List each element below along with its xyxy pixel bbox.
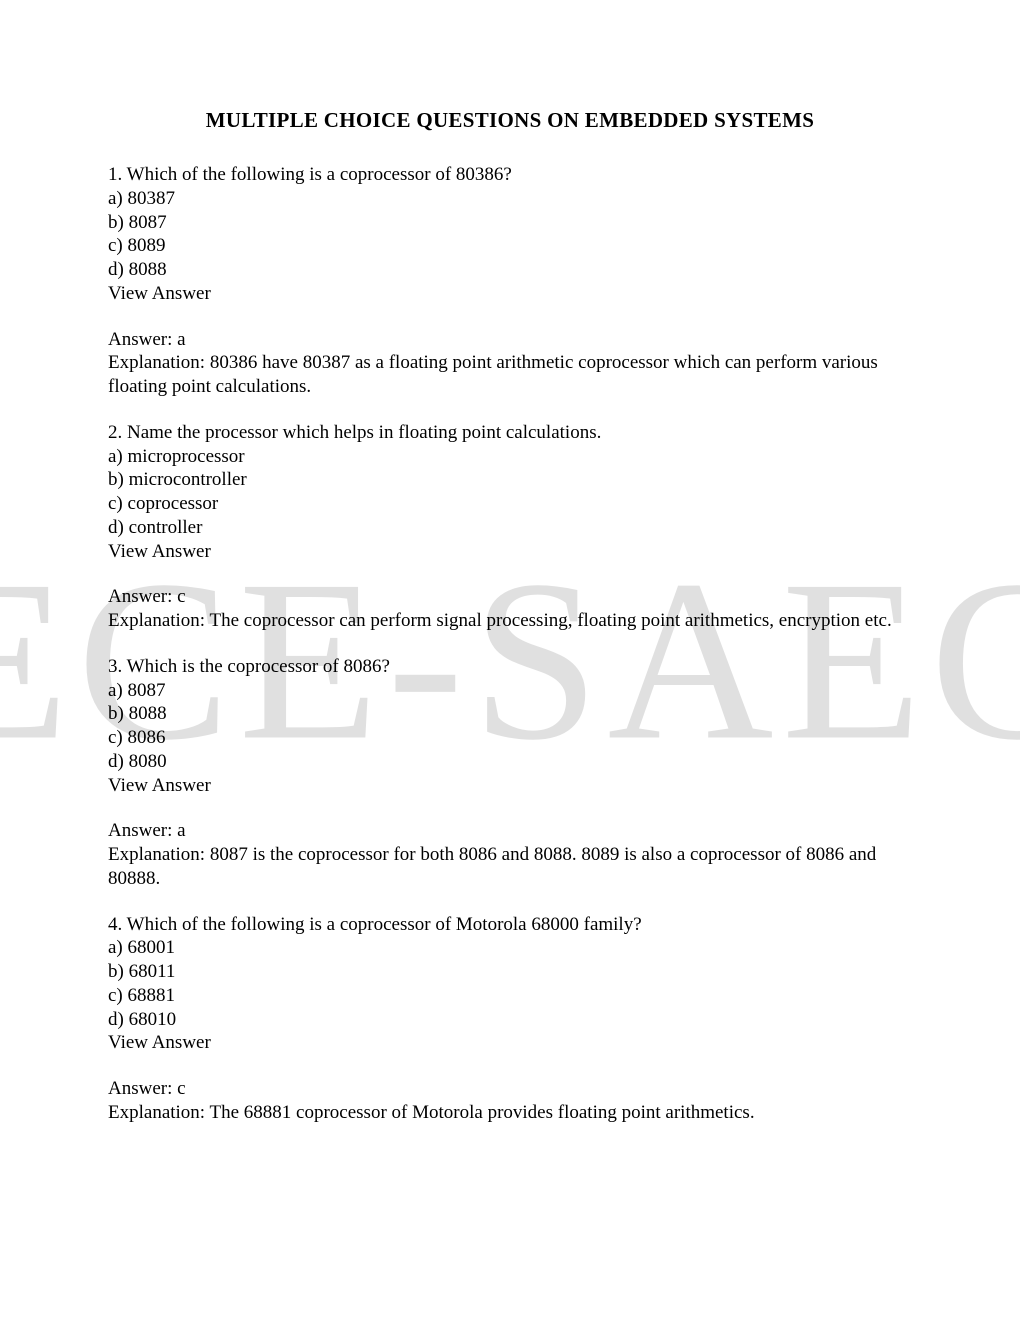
explanation-text: Explanation: 80386 have 80387 as a float… [108, 351, 912, 399]
option-d: d) 68010 [108, 1008, 912, 1032]
explanation-text: Explanation: 8087 is the coprocessor for… [108, 843, 912, 891]
answer-block-3: Answer: a Explanation: 8087 is the copro… [108, 819, 912, 890]
view-answer-link[interactable]: View Answer [108, 540, 912, 564]
answer-text: Answer: a [108, 328, 912, 352]
question-block-2: 2. Name the processor which helps in flo… [108, 421, 912, 564]
answer-block-2: Answer: c Explanation: The coprocessor c… [108, 585, 912, 633]
answer-text: Answer: c [108, 585, 912, 609]
answer-text: Answer: a [108, 819, 912, 843]
view-answer-link[interactable]: View Answer [108, 774, 912, 798]
option-d: d) 8088 [108, 258, 912, 282]
option-a: a) microprocessor [108, 445, 912, 469]
question-text: 2. Name the processor which helps in flo… [108, 421, 912, 445]
option-b: b) 8087 [108, 211, 912, 235]
option-a: a) 80387 [108, 187, 912, 211]
question-text: 3. Which is the coprocessor of 8086? [108, 655, 912, 679]
option-b: b) microcontroller [108, 468, 912, 492]
answer-block-1: Answer: a Explanation: 80386 have 80387 … [108, 328, 912, 399]
question-block-4: 4. Which of the following is a coprocess… [108, 913, 912, 1056]
option-c: c) 8089 [108, 234, 912, 258]
option-b: b) 68011 [108, 960, 912, 984]
option-a: a) 68001 [108, 936, 912, 960]
option-b: b) 8088 [108, 702, 912, 726]
document-page: MULTIPLE CHOICE QUESTIONS ON EMBEDDED SY… [0, 0, 1020, 1125]
option-d: d) controller [108, 516, 912, 540]
answer-text: Answer: c [108, 1077, 912, 1101]
view-answer-link[interactable]: View Answer [108, 1031, 912, 1055]
explanation-text: Explanation: The 68881 coprocessor of Mo… [108, 1101, 912, 1125]
view-answer-link[interactable]: View Answer [108, 282, 912, 306]
option-c: c) 68881 [108, 984, 912, 1008]
question-block-1: 1. Which of the following is a coprocess… [108, 163, 912, 306]
question-text: 4. Which of the following is a coprocess… [108, 913, 912, 937]
option-a: a) 8087 [108, 679, 912, 703]
option-c: c) coprocessor [108, 492, 912, 516]
answer-block-4: Answer: c Explanation: The 68881 coproce… [108, 1077, 912, 1125]
question-text: 1. Which of the following is a coprocess… [108, 163, 912, 187]
explanation-text: Explanation: The coprocessor can perform… [108, 609, 912, 633]
question-block-3: 3. Which is the coprocessor of 8086? a) … [108, 655, 912, 798]
page-title: MULTIPLE CHOICE QUESTIONS ON EMBEDDED SY… [108, 108, 912, 133]
option-d: d) 8080 [108, 750, 912, 774]
option-c: c) 8086 [108, 726, 912, 750]
